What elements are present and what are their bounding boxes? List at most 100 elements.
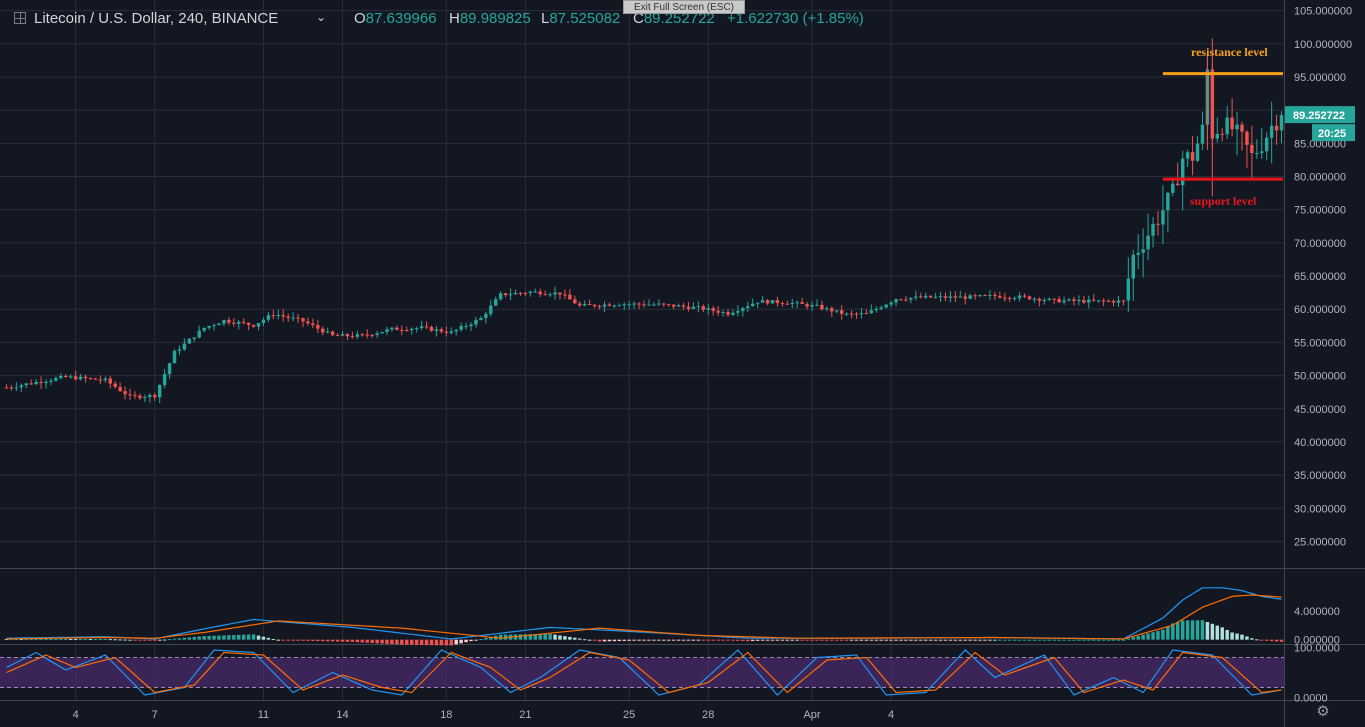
crosshair-icon[interactable] [14, 12, 26, 24]
candle-body[interactable] [647, 304, 651, 306]
candle-body[interactable] [444, 331, 449, 333]
candle-body[interactable] [508, 294, 513, 296]
chevron-down-icon[interactable]: ⌄ [316, 10, 327, 24]
candle-body[interactable] [261, 319, 266, 324]
candle-body[interactable] [276, 315, 281, 317]
candle-body[interactable] [1220, 133, 1224, 135]
candle-body[interactable] [143, 397, 147, 399]
candle-body[interactable] [904, 299, 908, 301]
candle-body[interactable] [78, 376, 83, 380]
candle-body[interactable] [133, 395, 137, 397]
candle-body[interactable] [894, 299, 898, 303]
candle-body[interactable] [1082, 300, 1086, 303]
candle-body[interactable] [810, 304, 814, 307]
candle-body[interactable] [578, 303, 582, 306]
candle-body[interactable] [1047, 298, 1051, 301]
candle-body[interactable] [844, 313, 849, 315]
candle-body[interactable] [1215, 133, 1220, 139]
candle-body[interactable] [914, 296, 918, 298]
candle-body[interactable] [1062, 300, 1066, 303]
candle-body[interactable] [498, 293, 503, 300]
candle-body[interactable] [612, 305, 617, 307]
candle-body[interactable] [350, 336, 355, 338]
candle-body[interactable] [414, 328, 419, 330]
gear-icon[interactable]: ⚙ [1316, 703, 1330, 720]
candle-body[interactable] [1042, 300, 1047, 302]
candle-body[interactable] [548, 294, 552, 296]
candle-body[interactable] [993, 294, 997, 297]
candle-body[interactable] [1171, 183, 1175, 193]
candle-body[interactable] [405, 330, 409, 332]
candle-body[interactable] [671, 304, 676, 307]
candle-body[interactable] [400, 329, 404, 331]
candle-body[interactable] [1255, 152, 1259, 154]
candle-body[interactable] [123, 391, 127, 395]
candle-body[interactable] [864, 313, 869, 315]
candle-body[interactable] [879, 307, 883, 309]
candle-body[interactable] [563, 294, 567, 296]
candle-body[interactable] [301, 318, 305, 322]
candle-body[interactable] [765, 300, 770, 304]
candle-body[interactable] [340, 334, 345, 336]
candle-body[interactable] [736, 311, 740, 313]
candle-body[interactable] [973, 295, 977, 297]
candle-body[interactable] [983, 295, 987, 297]
candle-body[interactable] [29, 383, 33, 385]
candle-body[interactable] [1092, 299, 1096, 301]
candle-body[interactable] [256, 323, 261, 327]
candle-body[interactable] [207, 326, 211, 328]
candle-body[interactable] [390, 327, 394, 330]
candle-body[interactable] [1077, 300, 1081, 302]
candle-body[interactable] [9, 387, 14, 389]
candle-body[interactable] [701, 306, 706, 310]
candle-body[interactable] [533, 291, 538, 293]
candle-body[interactable] [409, 328, 414, 331]
candle-body[interactable] [271, 315, 276, 317]
candle-body[interactable] [909, 297, 913, 300]
candle-body[interactable] [266, 315, 271, 320]
candle-body[interactable] [1146, 235, 1150, 250]
candle-body[interactable] [988, 294, 992, 296]
candle-body[interactable] [721, 311, 725, 313]
candle-body[interactable] [1017, 295, 1022, 299]
candle-body[interactable] [686, 306, 691, 309]
candle-body[interactable] [666, 304, 671, 306]
candle-body[interactable] [474, 319, 478, 325]
candle-body[interactable] [884, 304, 888, 308]
candle-body[interactable] [652, 304, 656, 306]
candle-body[interactable] [775, 300, 780, 304]
candle-body[interactable] [1057, 298, 1061, 303]
candle-body[interactable] [790, 303, 794, 305]
candle-body[interactable] [592, 304, 597, 307]
candle-body[interactable] [113, 383, 117, 388]
candle-body[interactable] [73, 376, 78, 380]
candle-body[interactable] [370, 334, 374, 336]
candle-body[interactable] [88, 378, 93, 380]
candle-body[interactable] [59, 376, 63, 379]
candle-body[interactable] [1101, 300, 1106, 302]
candle-body[interactable] [770, 300, 775, 304]
candle-body[interactable] [311, 323, 315, 326]
candle-body[interactable] [355, 334, 360, 337]
candle-body[interactable] [335, 335, 340, 337]
candle-body[interactable] [622, 304, 626, 306]
candle-body[interactable] [172, 350, 177, 364]
candle-body[interactable] [869, 310, 874, 314]
candle-body[interactable] [306, 321, 310, 324]
candle-body[interactable] [617, 305, 622, 307]
candle-body[interactable] [815, 304, 819, 306]
candle-body[interactable] [538, 291, 542, 295]
candle-body[interactable] [464, 326, 468, 328]
candle-body[interactable] [385, 329, 389, 332]
candle-body[interactable] [731, 312, 735, 315]
candle-body[interactable] [1161, 210, 1165, 225]
symbol-title[interactable]: Litecoin / U.S. Dollar, 240, BINANCE [34, 10, 279, 27]
candle-body[interactable] [1121, 300, 1126, 302]
candle-body[interactable] [830, 308, 834, 312]
candle-body[interactable] [103, 378, 108, 381]
candle-body[interactable] [192, 337, 196, 339]
candle-body[interactable] [1260, 151, 1264, 153]
candle-body[interactable] [330, 331, 335, 336]
candle-body[interactable] [148, 394, 152, 398]
candle-body[interactable] [162, 374, 167, 385]
